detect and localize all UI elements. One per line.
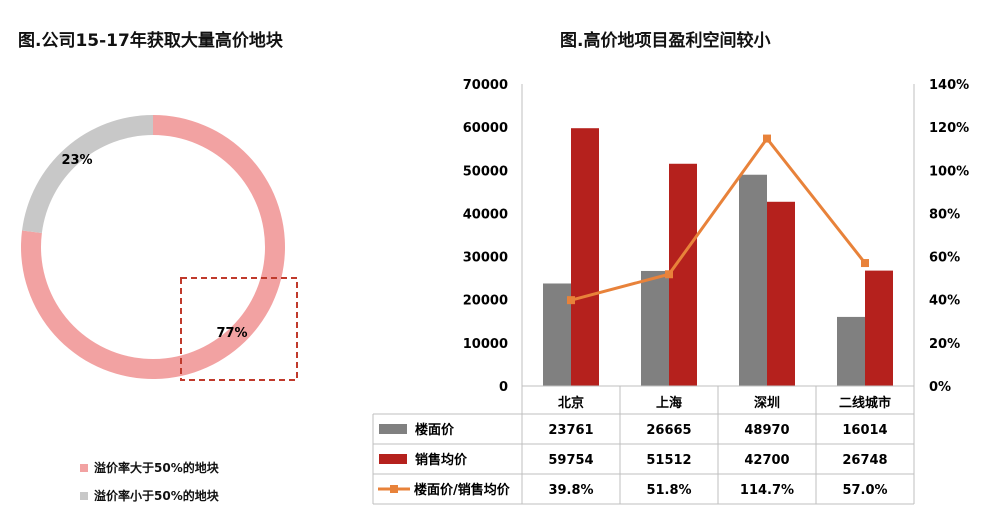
table-series-name: 楼面价/销售均价	[414, 482, 511, 498]
y-tick-left: 20000	[463, 294, 508, 309]
bar-sales-price	[571, 128, 599, 387]
donut-label-premium-gt50: 77%	[216, 326, 247, 341]
combo-chart-title: 图.高价地项目盈利空间较小	[560, 31, 771, 51]
table-cell-value: 23761	[548, 423, 593, 438]
table-cell-value: 42700	[744, 453, 789, 468]
y-tick-left: 10000	[463, 337, 508, 352]
x-category-label: 上海	[656, 395, 682, 411]
bar-floor-price	[543, 283, 571, 386]
bar-floor-price	[641, 270, 669, 386]
x-category-label: 北京	[558, 395, 584, 411]
bar-floor-price	[837, 316, 865, 386]
legend-swatch-premium-gt50	[80, 463, 88, 472]
y-tick-right: 60%	[929, 251, 960, 266]
y-tick-right: 120%	[929, 121, 969, 136]
ratio-point	[861, 259, 869, 268]
table-cell-value: 39.8%	[548, 483, 593, 498]
legend-item-premium-gt50: 溢价率大于50%的地块	[80, 459, 219, 476]
y-tick-right: 40%	[929, 294, 960, 309]
table-cell-value: 16014	[842, 423, 887, 438]
legend-swatch-premium-lt50	[80, 491, 88, 500]
y-tick-left: 50000	[463, 164, 508, 179]
bar-sales-price	[865, 270, 893, 386]
table-series-name: 销售均价	[415, 452, 468, 468]
bar-sales-price	[767, 201, 795, 386]
x-category-label: 二线城市	[839, 395, 891, 411]
y-tick-right: 80%	[929, 207, 960, 222]
ratio-point	[567, 296, 575, 305]
table-cell-value: 51512	[646, 453, 691, 468]
y-axis-left: 70000 60000 50000 40000 30000 20000 10000 0	[463, 78, 508, 395]
table-cell-value: 26748	[842, 453, 887, 468]
ratio-point	[763, 134, 771, 143]
table-cell-value: 51.8%	[646, 483, 691, 498]
axes	[521, 84, 915, 386]
bar-floor-price	[739, 174, 767, 386]
table-cell-value: 114.7%	[740, 483, 794, 498]
table-legend-marker	[390, 485, 398, 493]
legend-label-premium-lt50: 溢价率小于50%的地块	[94, 489, 219, 503]
y-tick-left: 70000	[463, 78, 508, 93]
table-legend-swatch	[379, 424, 407, 434]
y-tick-left: 60000	[463, 121, 508, 136]
legend-item-premium-lt50: 溢价率小于50%的地块	[80, 487, 219, 504]
table-cell-value: 57.0%	[842, 483, 887, 498]
donut-chart-title: 图.公司15-17年获取大量高价地块	[18, 31, 283, 51]
bars	[543, 128, 893, 387]
y-axis-right: 140% 120% 100% 80% 60% 40% 20% 0%	[929, 78, 969, 395]
highlight-dashed-box	[180, 277, 298, 381]
table-cell-value: 48970	[744, 423, 789, 438]
donut-label-premium-lt50: 23%	[61, 153, 92, 168]
donut-chart: 77% 23%	[21, 115, 298, 381]
table-legend-swatch	[379, 454, 407, 464]
table-series-name: 楼面价	[415, 422, 455, 438]
y-tick-right: 100%	[929, 164, 969, 179]
donut-slice-1	[22, 115, 153, 233]
legend-label-premium-gt50: 溢价率大于50%的地块	[94, 461, 219, 475]
y-tick-right: 0%	[929, 380, 951, 395]
x-category-label: 深圳	[754, 395, 780, 411]
table-cell-value: 26665	[646, 423, 691, 438]
y-tick-left: 0	[499, 380, 508, 395]
y-tick-right: 140%	[929, 78, 969, 93]
y-tick-left: 30000	[463, 251, 508, 266]
ratio-line-series	[567, 134, 869, 305]
ratio-line	[570, 136, 867, 302]
ratio-point	[665, 270, 673, 279]
y-tick-left: 40000	[463, 207, 508, 222]
table-cell-value: 59754	[548, 453, 593, 468]
y-tick-right: 20%	[929, 337, 960, 352]
bar-sales-price	[669, 163, 697, 386]
